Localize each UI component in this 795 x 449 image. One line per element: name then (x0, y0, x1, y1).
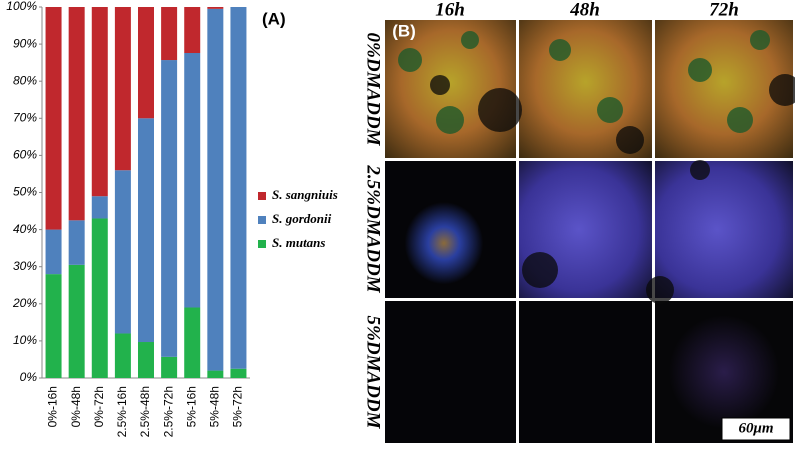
bar-segment (161, 356, 178, 378)
bar-segment (161, 7, 178, 61)
row-label: 0%DMADDM (363, 33, 384, 147)
bar-segment (207, 8, 224, 371)
scale-bar-label: 60μm (738, 420, 773, 436)
panel-label: (A) (262, 9, 286, 28)
row-label: 5%DMADDM (363, 316, 384, 430)
y-tick-label: 80% (13, 73, 37, 87)
column-label: 16h (435, 0, 465, 20)
micrograph (385, 161, 516, 298)
micrograph (655, 161, 793, 298)
bar-segment (91, 196, 108, 219)
legend-swatch (258, 240, 266, 248)
bar-segment (114, 7, 131, 171)
y-tick-label: 20% (12, 296, 37, 310)
y-tick-label: 70% (13, 110, 37, 124)
y-tick-label: 0% (20, 370, 38, 384)
bar-segment (184, 307, 201, 378)
bar-segment (184, 7, 201, 54)
x-tick-label: 0%-48h (69, 386, 83, 427)
bar-segment (114, 170, 131, 334)
bar-segment (91, 7, 108, 197)
bar-segment (207, 370, 224, 378)
bar-segment (68, 220, 85, 265)
micrographs (385, 20, 795, 443)
bar-segment (45, 229, 62, 275)
bar-segment (138, 342, 154, 378)
x-tick-label: 5%-48h (208, 386, 222, 427)
bar-segment (161, 60, 178, 357)
x-tick-label: 2.5%-72h (161, 386, 175, 437)
micrograph (519, 301, 652, 443)
column-label: 48h (569, 0, 600, 20)
panel-label: (B) (392, 21, 416, 40)
x-tick-label: 0%-16h (46, 386, 60, 427)
legend-label: S. sangniuis (272, 187, 338, 202)
micrograph (385, 301, 516, 443)
scale-bar (721, 417, 791, 441)
x-tick-label: 5%-16h (184, 386, 198, 427)
bar-segment (114, 333, 131, 378)
x-tick-label: 2.5%-16h (115, 386, 129, 437)
bar-segment (68, 264, 85, 378)
bar-segment (138, 7, 154, 119)
bar-segment (138, 118, 154, 343)
cell-clusters (398, 30, 770, 134)
voids (430, 74, 795, 304)
legend-swatch (258, 192, 266, 200)
y-tick-label: 40% (13, 222, 37, 236)
y-tick-label: 10% (13, 333, 37, 347)
x-tick-label: 0%-72h (92, 386, 106, 427)
bar-segment (91, 218, 108, 378)
y-tick-label: 60% (13, 148, 37, 162)
y-tick-label: 30% (13, 259, 37, 273)
row-label: 2.5%DMADDM (363, 164, 384, 293)
bar-segment (184, 53, 201, 308)
y-tick-label: 90% (13, 36, 37, 50)
legend-swatch (258, 216, 266, 224)
bar-segment (45, 274, 62, 378)
x-tick-label: 5%-72h (231, 386, 245, 427)
legend-label: S. gordonii (272, 211, 332, 226)
bar-segment (207, 7, 224, 9)
y-tick-label: 100% (6, 0, 37, 13)
bar-segment (230, 368, 247, 378)
y-tick-label: 50% (13, 185, 37, 199)
bar-segment (230, 7, 247, 369)
column-label: 72h (709, 0, 739, 20)
bar-segment (68, 7, 85, 221)
legend-label: S. mutans (272, 235, 325, 250)
bar-segment (45, 7, 62, 230)
x-tick-label: 2.5%-48h (138, 386, 152, 437)
